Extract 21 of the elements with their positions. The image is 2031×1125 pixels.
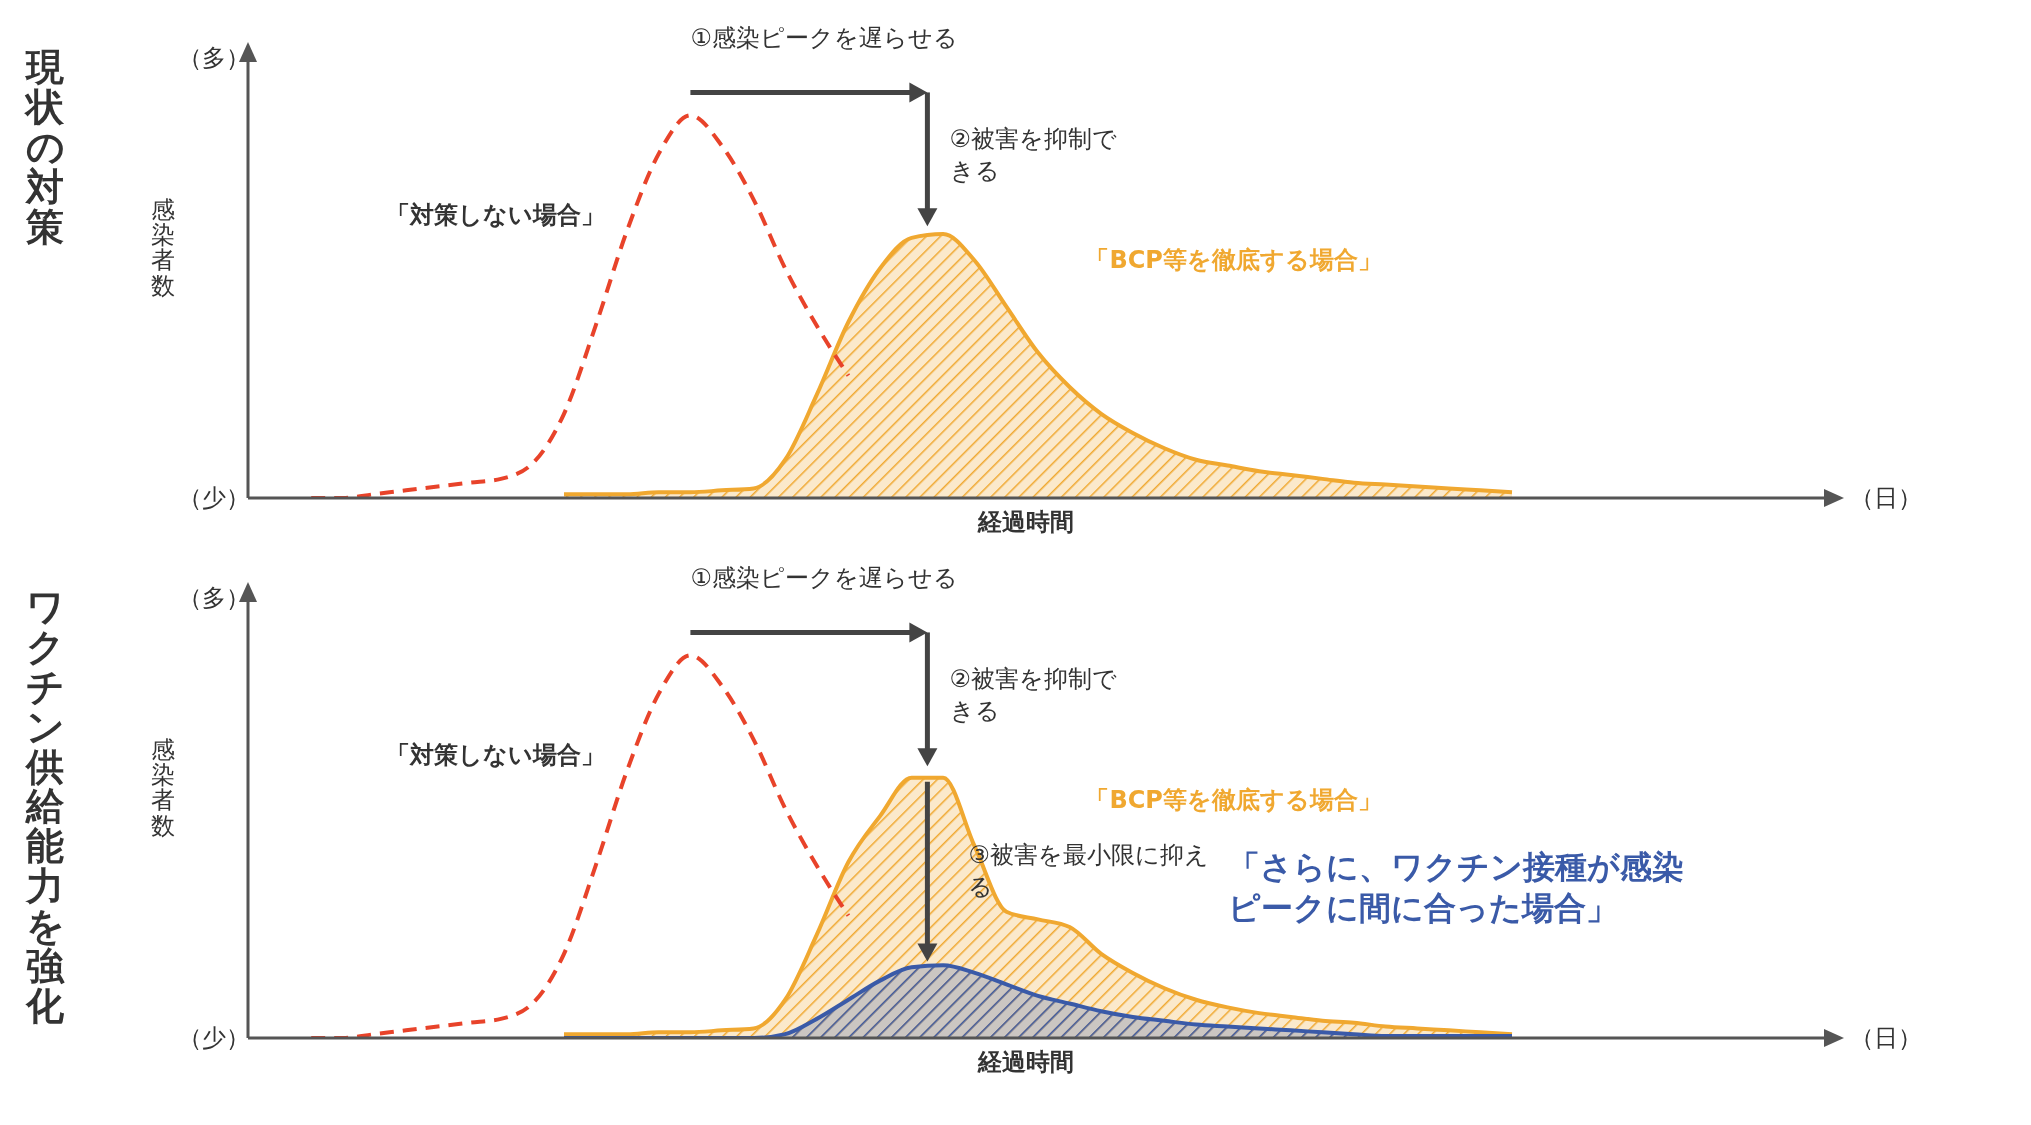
- y-axis-title: 感染者数: [151, 736, 175, 840]
- chart-title: 現状の対策: [25, 45, 65, 249]
- annotation: ②被害を抑制できる: [949, 664, 1119, 728]
- text: ①感染ピークを遅らせる: [690, 563, 959, 594]
- text: 「さらに、ワクチン接種が感染ピークに間に合った場合」: [1227, 846, 1685, 930]
- annotation: （少）: [178, 483, 250, 514]
- chart-title: ワクチン供給能力を強化: [25, 585, 65, 1028]
- annotation: ②被害を抑制できる: [949, 124, 1119, 188]
- text: （日）: [1850, 483, 1922, 514]
- text: （日）: [1850, 1023, 1922, 1054]
- x-axis-title: 経過時間: [978, 1047, 1074, 1078]
- text: 「BCP等を徹底する場合」: [1085, 245, 1383, 277]
- y-axis-title: 感染者数: [151, 196, 175, 300]
- text: （多）: [178, 583, 250, 614]
- series-label: 「対策しない場合」: [385, 199, 606, 231]
- text: ①感染ピークを遅らせる: [690, 23, 959, 54]
- annotation: （少）: [178, 1023, 250, 1054]
- series-label: 「対策しない場合」: [385, 739, 606, 771]
- text: 「BCP等を徹底する場合」: [1085, 785, 1383, 817]
- x-axis-title: 経過時間: [978, 507, 1074, 538]
- text: （多）: [178, 43, 250, 74]
